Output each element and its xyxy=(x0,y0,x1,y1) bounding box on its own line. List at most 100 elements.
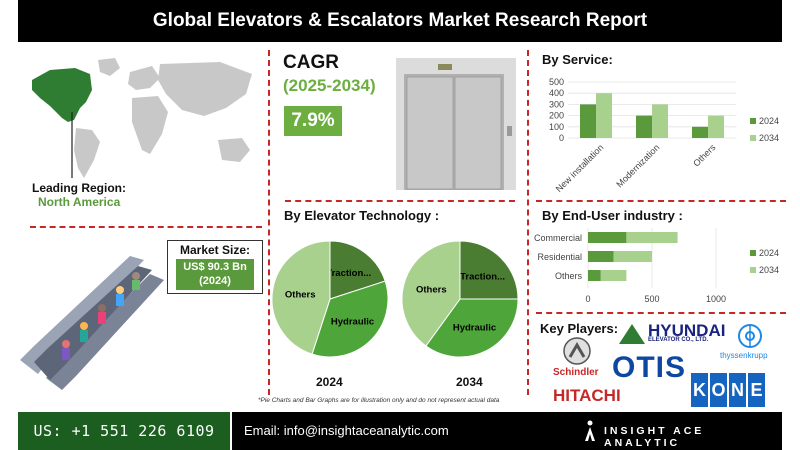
service-ytick-0: 0 xyxy=(559,133,564,143)
divider-right-h2 xyxy=(536,312,786,314)
pie-2024-slice-1 xyxy=(311,280,389,358)
key-players-title: Key Players: xyxy=(540,321,619,336)
pie-2034-label-0: Traction... xyxy=(460,271,505,282)
service-category-0: New installation xyxy=(554,142,606,194)
pie-2024-slice-0 xyxy=(329,240,386,300)
elevator-illustration xyxy=(396,58,516,190)
pie-2024-label-1: Hydraulic xyxy=(331,317,374,328)
service-bar-2-0 xyxy=(692,126,708,138)
escalator-right-rail xyxy=(46,274,164,390)
schindler-logo: Schindler xyxy=(553,367,599,378)
enduser-bar-0-1 xyxy=(626,232,678,243)
cagr-value: 7.9% xyxy=(284,106,342,136)
map-europe xyxy=(128,66,160,90)
service-bar-1-0 xyxy=(636,115,652,138)
pie-2034-slice-2 xyxy=(401,240,461,347)
elevator-indicator xyxy=(438,64,452,70)
divider-left-h xyxy=(30,226,262,228)
service-title: By Service: xyxy=(542,52,613,67)
footer-email: Email: info@insightaceanalytic.com xyxy=(244,423,449,438)
pie-2034-slice-0 xyxy=(459,240,519,300)
service-category-1: Modernization xyxy=(614,142,661,189)
enduser-bar-1-0 xyxy=(588,251,614,262)
map-asia xyxy=(158,62,252,116)
divider-mid-h xyxy=(285,200,515,202)
map-south-america xyxy=(74,128,100,178)
enduser-bar-1-1 xyxy=(613,251,652,262)
enduser-bar-2-1 xyxy=(600,270,627,281)
disclaimer: *Pie Charts and Bar Graphs are for illus… xyxy=(258,397,500,404)
service-ytick-1: 100 xyxy=(549,122,564,132)
enduser-legend-swatch-0 xyxy=(750,250,756,256)
service-bar-0-1 xyxy=(596,93,612,138)
service-category-2: Others xyxy=(691,142,718,169)
enduser-xtick-1: 500 xyxy=(644,294,659,304)
otis-logo: OTIS xyxy=(612,351,687,384)
market-size-value: US$ 90.3 Bn xyxy=(183,261,247,273)
service-legend-swatch-1 xyxy=(750,135,756,141)
leading-region-value: North America xyxy=(38,195,121,209)
kone-logo: K O N E xyxy=(691,373,765,407)
escalator-illustration xyxy=(20,256,164,390)
divider-right xyxy=(527,50,529,395)
elevator-call-button xyxy=(507,126,512,136)
pie-2034-label-1: Hydraulic xyxy=(453,322,496,333)
enduser-legend-swatch-1 xyxy=(750,267,756,273)
service-ytick-4: 400 xyxy=(549,88,564,98)
leading-region-label: Leading Region: xyxy=(32,181,126,195)
divider-left xyxy=(268,50,270,395)
kone-letter-k: K xyxy=(691,373,708,407)
hyundai-subtitle: ELEVATOR CO., LTD. xyxy=(648,337,709,343)
cagr-period: (2025-2034) xyxy=(283,76,376,95)
pie-2034-slice-1 xyxy=(425,298,519,358)
service-bar-0-0 xyxy=(580,104,596,138)
map-africa xyxy=(132,96,168,154)
escalator-left-rail xyxy=(20,256,144,374)
pie-2024-label-0: Traction... xyxy=(326,268,371,279)
pie-2024-slice-2 xyxy=(271,240,331,355)
pie-year-2024: 2024 xyxy=(316,375,343,389)
service-ytick-2: 200 xyxy=(549,111,564,121)
pie-2024-label-2: Others xyxy=(285,289,316,300)
kone-letter-n: N xyxy=(729,373,746,407)
hyundai-logo-mark xyxy=(619,324,645,344)
enduser-bar-0-0 xyxy=(588,232,627,243)
service-ytick-5: 500 xyxy=(549,77,564,87)
enduser-category-1: Residential xyxy=(537,252,582,262)
map-north-america xyxy=(32,68,92,122)
enduser-xtick-2: 1000 xyxy=(706,294,726,304)
enduser-legend-label-1: 2034 xyxy=(759,265,779,275)
technology-pie-charts: Traction... Hydraulic Others Traction... Hyd… xyxy=(271,240,519,358)
technology-title: By Elevator Technology : xyxy=(284,208,440,223)
footer-bar: Email: info@insightaceanalytic.com INSIG… xyxy=(232,412,782,450)
market-size-value-box xyxy=(176,259,254,290)
enduser-legend-label-0: 2024 xyxy=(759,248,779,258)
report-title: Global Elevators & Escalators Market Res… xyxy=(18,0,782,42)
service-legend-label-1: 2034 xyxy=(759,133,779,143)
hitachi-logo: HITACHI xyxy=(553,386,621,405)
market-size-year: (2024) xyxy=(199,275,231,287)
kone-letter-o: O xyxy=(710,373,727,407)
divider-right-h1 xyxy=(536,200,786,202)
pie-2034-label-2: Others xyxy=(416,285,447,296)
enduser-xtick-0: 0 xyxy=(585,294,590,304)
service-bar-1-1 xyxy=(652,104,668,138)
hyundai-logo: HYUNDAI xyxy=(648,321,726,340)
service-legend-label-0: 2024 xyxy=(759,116,779,126)
schindler-logo-mark xyxy=(563,337,591,365)
thyssenkrupp-logo: thyssenkrupp xyxy=(720,351,768,360)
escalator-people xyxy=(62,272,140,360)
enduser-title: By End-User industry : xyxy=(542,208,683,223)
world-map xyxy=(32,58,252,178)
service-legend-swatch-0 xyxy=(750,118,756,124)
map-greenland xyxy=(98,58,120,76)
kone-letter-e: E xyxy=(748,373,765,407)
service-bar-2-1 xyxy=(708,115,724,138)
pie-year-2034: 2034 xyxy=(456,375,483,389)
map-australia xyxy=(218,138,250,162)
enduser-bar-2-0 xyxy=(588,270,601,281)
insightace-logo-icon xyxy=(585,420,595,441)
footer-brand: INSIGHT ACE ANALYTIC xyxy=(604,425,705,449)
cagr-title: CAGR xyxy=(283,52,339,73)
